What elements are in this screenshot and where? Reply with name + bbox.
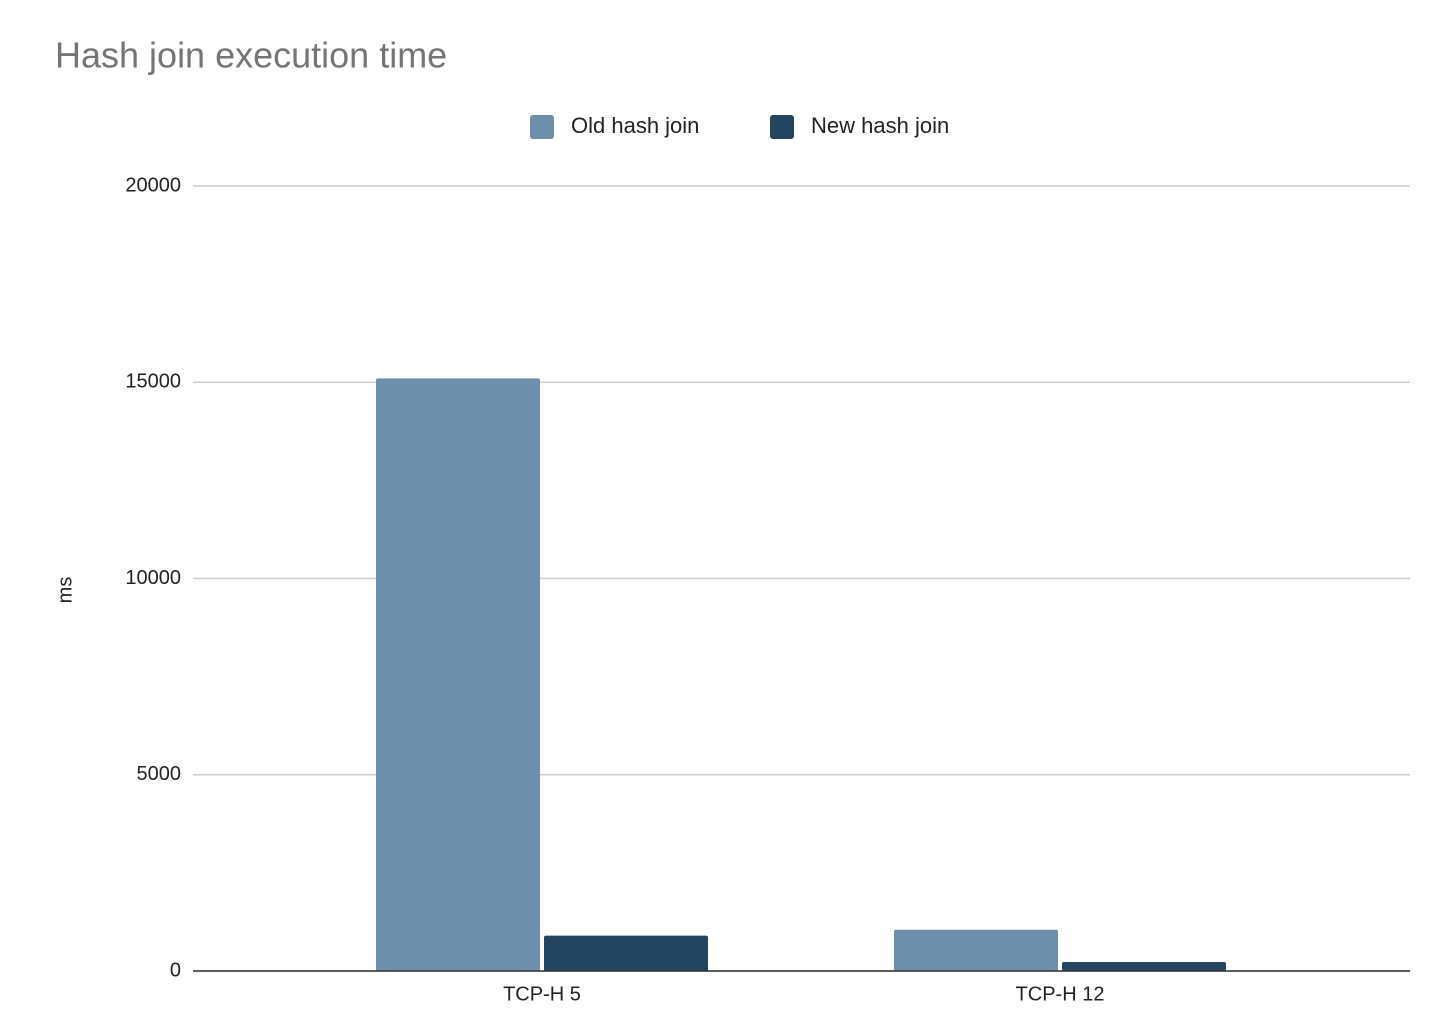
bar [376,378,540,971]
y-tick-label: 5000 [137,763,182,785]
x-tick-label: TCP-H 5 [503,983,581,1005]
y-tick-label: 0 [170,959,181,981]
legend-label: New hash join [811,113,949,138]
legend-swatch [530,115,554,139]
chart-title: Hash join execution time [55,35,447,76]
y-tick-label: 10000 [125,567,181,589]
y-axis-title: ms [54,577,76,604]
bar [894,929,1058,971]
legend-label: Old hash join [571,113,699,138]
legend-swatch [770,115,794,139]
bar [1062,961,1226,971]
x-tick-label: TCP-H 12 [1016,983,1105,1005]
y-tick-label: 15000 [125,371,181,393]
bar [544,935,708,971]
y-tick-label: 20000 [125,174,181,196]
